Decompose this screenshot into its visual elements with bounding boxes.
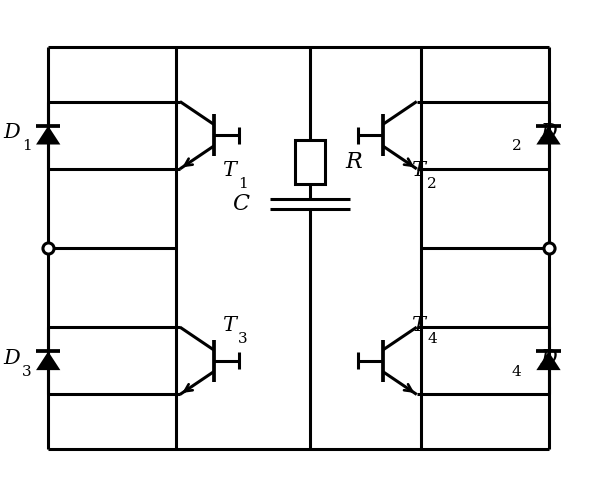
Polygon shape	[36, 126, 60, 144]
Text: 2: 2	[427, 177, 437, 191]
Text: D: D	[4, 349, 21, 368]
Bar	[295, 140, 325, 184]
Text: T: T	[221, 161, 236, 180]
Text: T: T	[411, 161, 424, 180]
Polygon shape	[536, 126, 561, 144]
Text: R: R	[345, 151, 362, 173]
Text: C: C	[231, 193, 249, 215]
Text: 3: 3	[22, 365, 31, 379]
Polygon shape	[36, 352, 60, 370]
Text: 3: 3	[238, 332, 248, 346]
Text: 1: 1	[238, 177, 248, 191]
Text: 2: 2	[511, 139, 522, 153]
Text: D: D	[540, 123, 557, 142]
Text: 4: 4	[511, 365, 522, 379]
Text: T: T	[411, 316, 424, 335]
Text: T: T	[221, 316, 236, 335]
Text: 1: 1	[22, 139, 31, 153]
Text: 4: 4	[427, 332, 437, 346]
Text: D: D	[540, 349, 557, 368]
Text: D: D	[4, 123, 21, 142]
Polygon shape	[536, 352, 561, 370]
